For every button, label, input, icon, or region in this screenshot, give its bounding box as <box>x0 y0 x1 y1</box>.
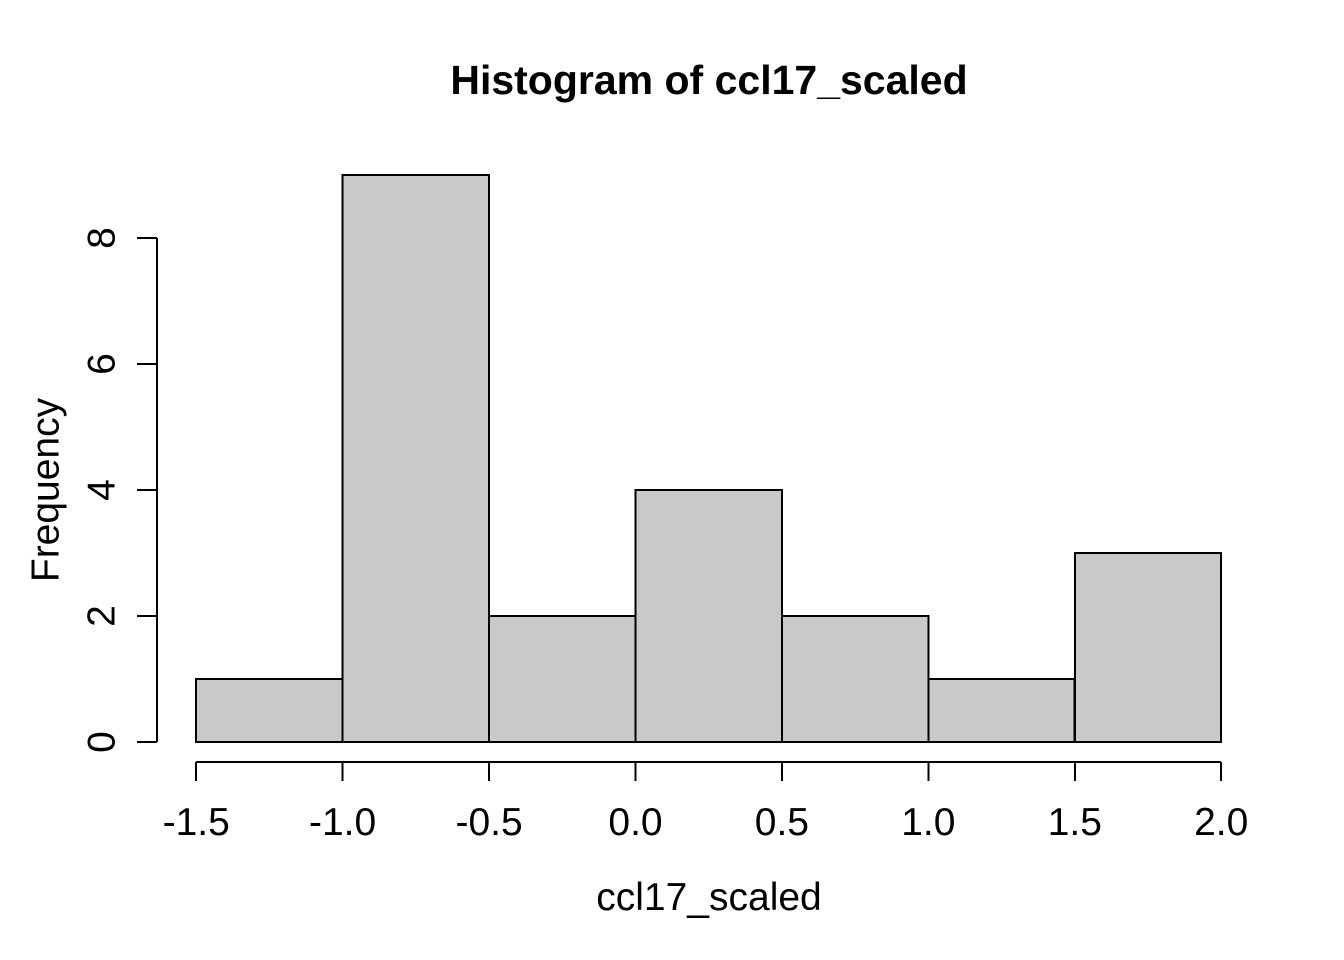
histogram-bar <box>1073 552 1223 743</box>
x-tick-label: 2.0 <box>1194 801 1248 844</box>
y-tick-label: 8 <box>81 227 124 249</box>
x-tick-label: 1.5 <box>1048 801 1102 844</box>
y-tick-label: 4 <box>81 479 124 501</box>
histogram-bar <box>488 615 637 743</box>
x-tick-label: -0.5 <box>455 801 522 844</box>
histogram-bar <box>927 678 1076 743</box>
x-axis-title: ccl17_scaled <box>596 876 822 919</box>
histogram-bar <box>634 489 783 743</box>
bars-group <box>195 174 1223 743</box>
x-tick-label: 1.0 <box>901 801 955 844</box>
histogram-bar <box>195 678 344 743</box>
histogram-bar <box>780 615 930 743</box>
y-axis: 0 2 4 6 8 <box>81 227 158 753</box>
chart-title: Histogram of ccl17_scaled <box>450 57 968 103</box>
y-tick-label: 0 <box>81 731 124 753</box>
x-tick-label: 0.5 <box>755 801 809 844</box>
histogram-bar <box>341 174 490 743</box>
y-tick-label: 6 <box>81 353 124 375</box>
y-tick-label: 2 <box>81 605 124 627</box>
x-tick-label: 0.0 <box>608 801 662 844</box>
x-tick-label: -1.5 <box>163 801 230 844</box>
x-axis: -1.5 -1.0 -0.5 0.0 0.5 1.0 1.5 2.0 <box>163 761 1248 844</box>
x-tick-label: -1.0 <box>309 801 376 844</box>
